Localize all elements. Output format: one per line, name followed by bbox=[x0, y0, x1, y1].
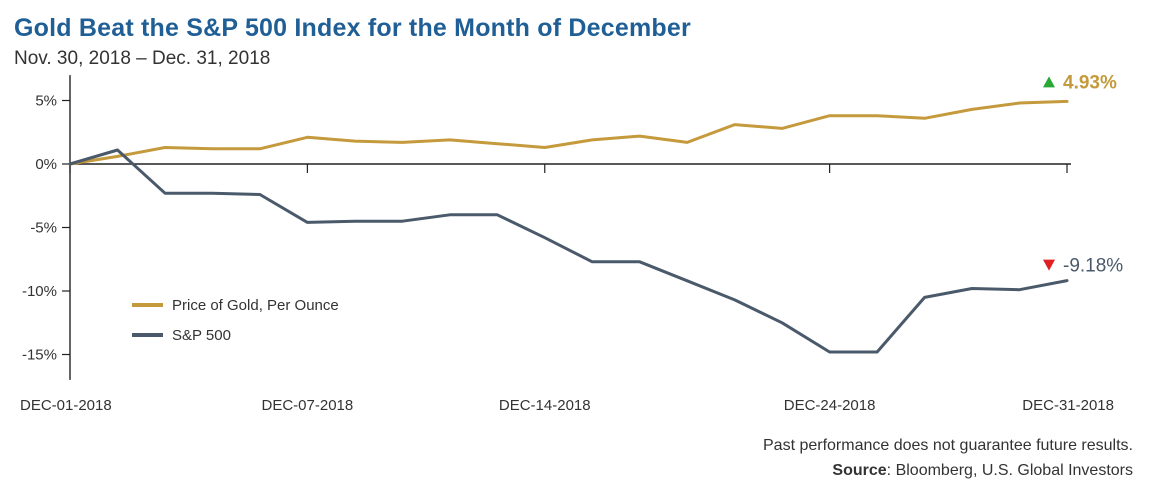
x-tick-label: DEC-24-2018 bbox=[784, 397, 876, 414]
y-tick-label: 5% bbox=[35, 93, 57, 110]
chart-title: Gold Beat the S&P 500 Index for the Mont… bbox=[14, 14, 691, 42]
y-tick-label: 0% bbox=[35, 156, 57, 173]
chart-subtitle: Nov. 30, 2018 – Dec. 31, 2018 bbox=[14, 48, 271, 69]
series-lines bbox=[68, 99, 1069, 354]
sp500-line bbox=[68, 148, 1069, 354]
legend: Price of Gold, Per Ounce S&P 500 bbox=[132, 297, 339, 344]
source-value: : Bloomberg, U.S. Global Investors bbox=[886, 462, 1133, 479]
y-axis: 5% 0% -5% -10% -15% bbox=[22, 75, 71, 380]
x-tick-label: DEC-14-2018 bbox=[499, 397, 591, 414]
gold-price-line bbox=[68, 99, 1069, 166]
down-arrow-icon bbox=[1043, 259, 1055, 271]
legend-label-sp500: S&P 500 bbox=[172, 327, 231, 344]
source-label: Source bbox=[832, 462, 887, 479]
source-text: Source: Bloomberg, U.S. Global Investors bbox=[832, 462, 1133, 480]
end-labels: 4.93% -9.18% bbox=[1043, 72, 1123, 277]
up-arrow-icon bbox=[1043, 76, 1055, 88]
disclaimer-text: Past performance does not guarantee futu… bbox=[763, 437, 1133, 454]
y-tick-label: -5% bbox=[30, 220, 57, 237]
y-tick-label: -10% bbox=[22, 283, 57, 300]
y-tick-label: -15% bbox=[22, 347, 57, 364]
x-tick-label: DEC-01-2018 bbox=[20, 397, 112, 414]
sp500-end-label: -9.18% bbox=[1063, 256, 1123, 277]
legend-label-gold: Price of Gold, Per Ounce bbox=[172, 297, 339, 314]
x-tick-label: DEC-31-2018 bbox=[1022, 397, 1114, 414]
x-axis: DEC-01-2018 DEC-07-2018 DEC-14-2018 DEC-24-… bbox=[20, 163, 1114, 414]
x-tick-label: DEC-07-2018 bbox=[262, 397, 354, 414]
gold-end-label: 4.93% bbox=[1063, 72, 1117, 93]
